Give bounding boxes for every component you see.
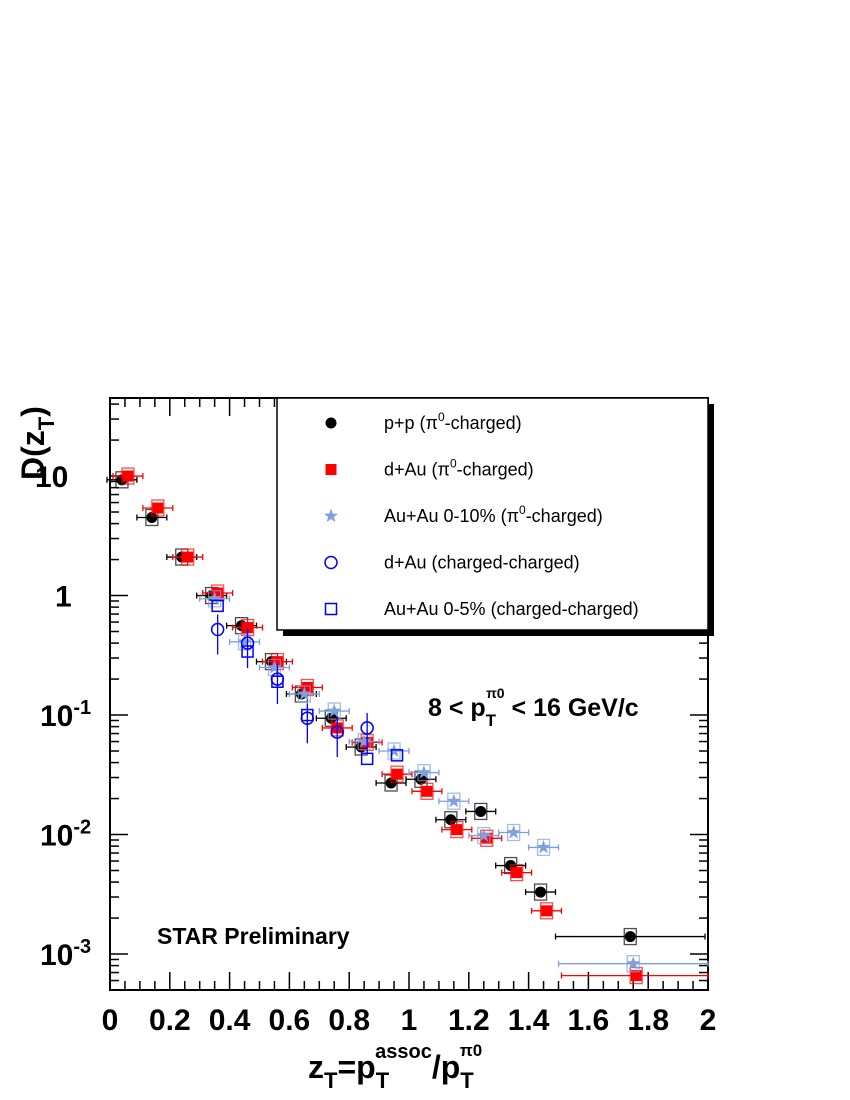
systematic-box — [151, 499, 165, 517]
data-point — [146, 511, 158, 523]
y-tick-label: 10-1 — [40, 697, 91, 733]
data-point — [476, 828, 491, 842]
systematic-box — [237, 633, 252, 651]
data-point — [210, 622, 225, 637]
x-tick-label: 1.8 — [627, 1004, 669, 1037]
legend-marker — [325, 417, 337, 429]
legend-marker — [325, 464, 337, 475]
data-point — [330, 725, 344, 739]
data-point — [475, 805, 487, 817]
legend-entry: Au+Au 0-10% (π0-charged) — [384, 503, 603, 526]
systematic-box — [447, 792, 461, 810]
legend-entry: Au+Au 0-5% (charged-charged) — [384, 599, 639, 619]
systematic-box — [387, 742, 401, 760]
data-point — [152, 502, 164, 514]
y-tick-label: 1 — [55, 581, 72, 614]
systematic-box — [509, 863, 524, 882]
data-point — [535, 886, 547, 898]
systematic-box — [417, 763, 431, 782]
x-tick-label: 2 — [700, 1004, 717, 1037]
data-point — [267, 660, 282, 674]
data-point — [536, 839, 551, 854]
data-point — [240, 636, 255, 650]
data-point — [506, 825, 521, 839]
data-point — [624, 931, 636, 943]
data-point — [327, 703, 342, 718]
data-point — [301, 682, 313, 694]
systematic-box — [506, 823, 521, 842]
x-tick-label: 1 — [401, 1004, 418, 1037]
x-tick-label: 0 — [102, 1004, 119, 1037]
systematic-box — [626, 955, 640, 973]
systematic-box — [450, 820, 464, 839]
systematic-box — [181, 548, 195, 566]
x-tick-label: 0.2 — [149, 1004, 191, 1037]
data-points — [106, 467, 709, 985]
y-axis-title: D(zT) — [15, 406, 59, 480]
data-point — [360, 721, 374, 735]
systematic-box — [327, 702, 341, 720]
y-tick-label: 10 — [35, 461, 68, 494]
data-point — [630, 970, 642, 982]
star-preliminary-label: STAR Preliminary — [157, 923, 350, 949]
legend-marker — [323, 508, 339, 523]
legend-entry: p+p (π0-charged) — [384, 410, 522, 433]
systematic-box — [121, 467, 135, 485]
y-tick-label: 10-3 — [40, 936, 91, 972]
data-point — [626, 956, 641, 970]
data-point — [242, 622, 254, 634]
systematic-box — [533, 883, 548, 901]
series-2 — [199, 590, 709, 973]
data-point — [360, 752, 374, 766]
data-point — [301, 708, 314, 722]
systematic-box — [420, 782, 434, 800]
systematic-box — [536, 838, 551, 857]
data-point — [357, 734, 372, 748]
data-point — [271, 675, 284, 688]
legend-marker — [324, 602, 338, 616]
legend-marker — [324, 555, 338, 570]
data-point — [182, 551, 194, 563]
data-point — [212, 587, 224, 599]
y-tick-label: 10-2 — [40, 817, 91, 853]
data-point — [416, 765, 432, 779]
data-point — [445, 814, 457, 826]
x-tick-label: 0.4 — [209, 1004, 251, 1037]
systematic-box — [539, 902, 554, 920]
x-tick-label: 1.4 — [508, 1004, 550, 1037]
data-point — [446, 793, 461, 808]
legend-entry: d+Au (charged-charged) — [384, 553, 580, 573]
x-tick-label: 1.2 — [448, 1004, 490, 1037]
data-point — [237, 634, 252, 648]
systematic-box — [477, 826, 491, 845]
x-tick-label: 1.6 — [568, 1004, 610, 1037]
data-point — [207, 591, 222, 605]
series-4 — [211, 599, 404, 766]
x-tick-label: 0.6 — [269, 1004, 311, 1037]
systematic-box — [623, 927, 637, 946]
y-axis: 10 1 10-1 10-2 10-3 — [35, 403, 708, 991]
data-point — [297, 686, 312, 701]
systematic-box — [207, 590, 222, 608]
data-point — [241, 645, 254, 658]
data-point — [390, 749, 404, 762]
x-tick-label: 0.8 — [328, 1004, 370, 1037]
data-point — [271, 656, 283, 668]
kinematic-range-label: 8 < pTπ0 < 16 GeV/c — [428, 685, 639, 730]
legend — [276, 397, 709, 631]
data-point — [421, 785, 433, 797]
data-point — [541, 905, 553, 917]
systematic-box — [390, 765, 404, 783]
data-point — [385, 777, 397, 789]
systematic-box — [474, 802, 488, 821]
data-point — [451, 824, 463, 836]
data-point — [511, 867, 523, 879]
legend-entry: d+Au (π0-charged) — [384, 457, 534, 480]
data-point — [391, 768, 403, 780]
systematic-box — [297, 685, 312, 703]
data-point — [211, 599, 224, 613]
x-axis-title: zT=pTassoc/pTπ0 — [308, 1041, 482, 1093]
data-point — [122, 470, 134, 482]
